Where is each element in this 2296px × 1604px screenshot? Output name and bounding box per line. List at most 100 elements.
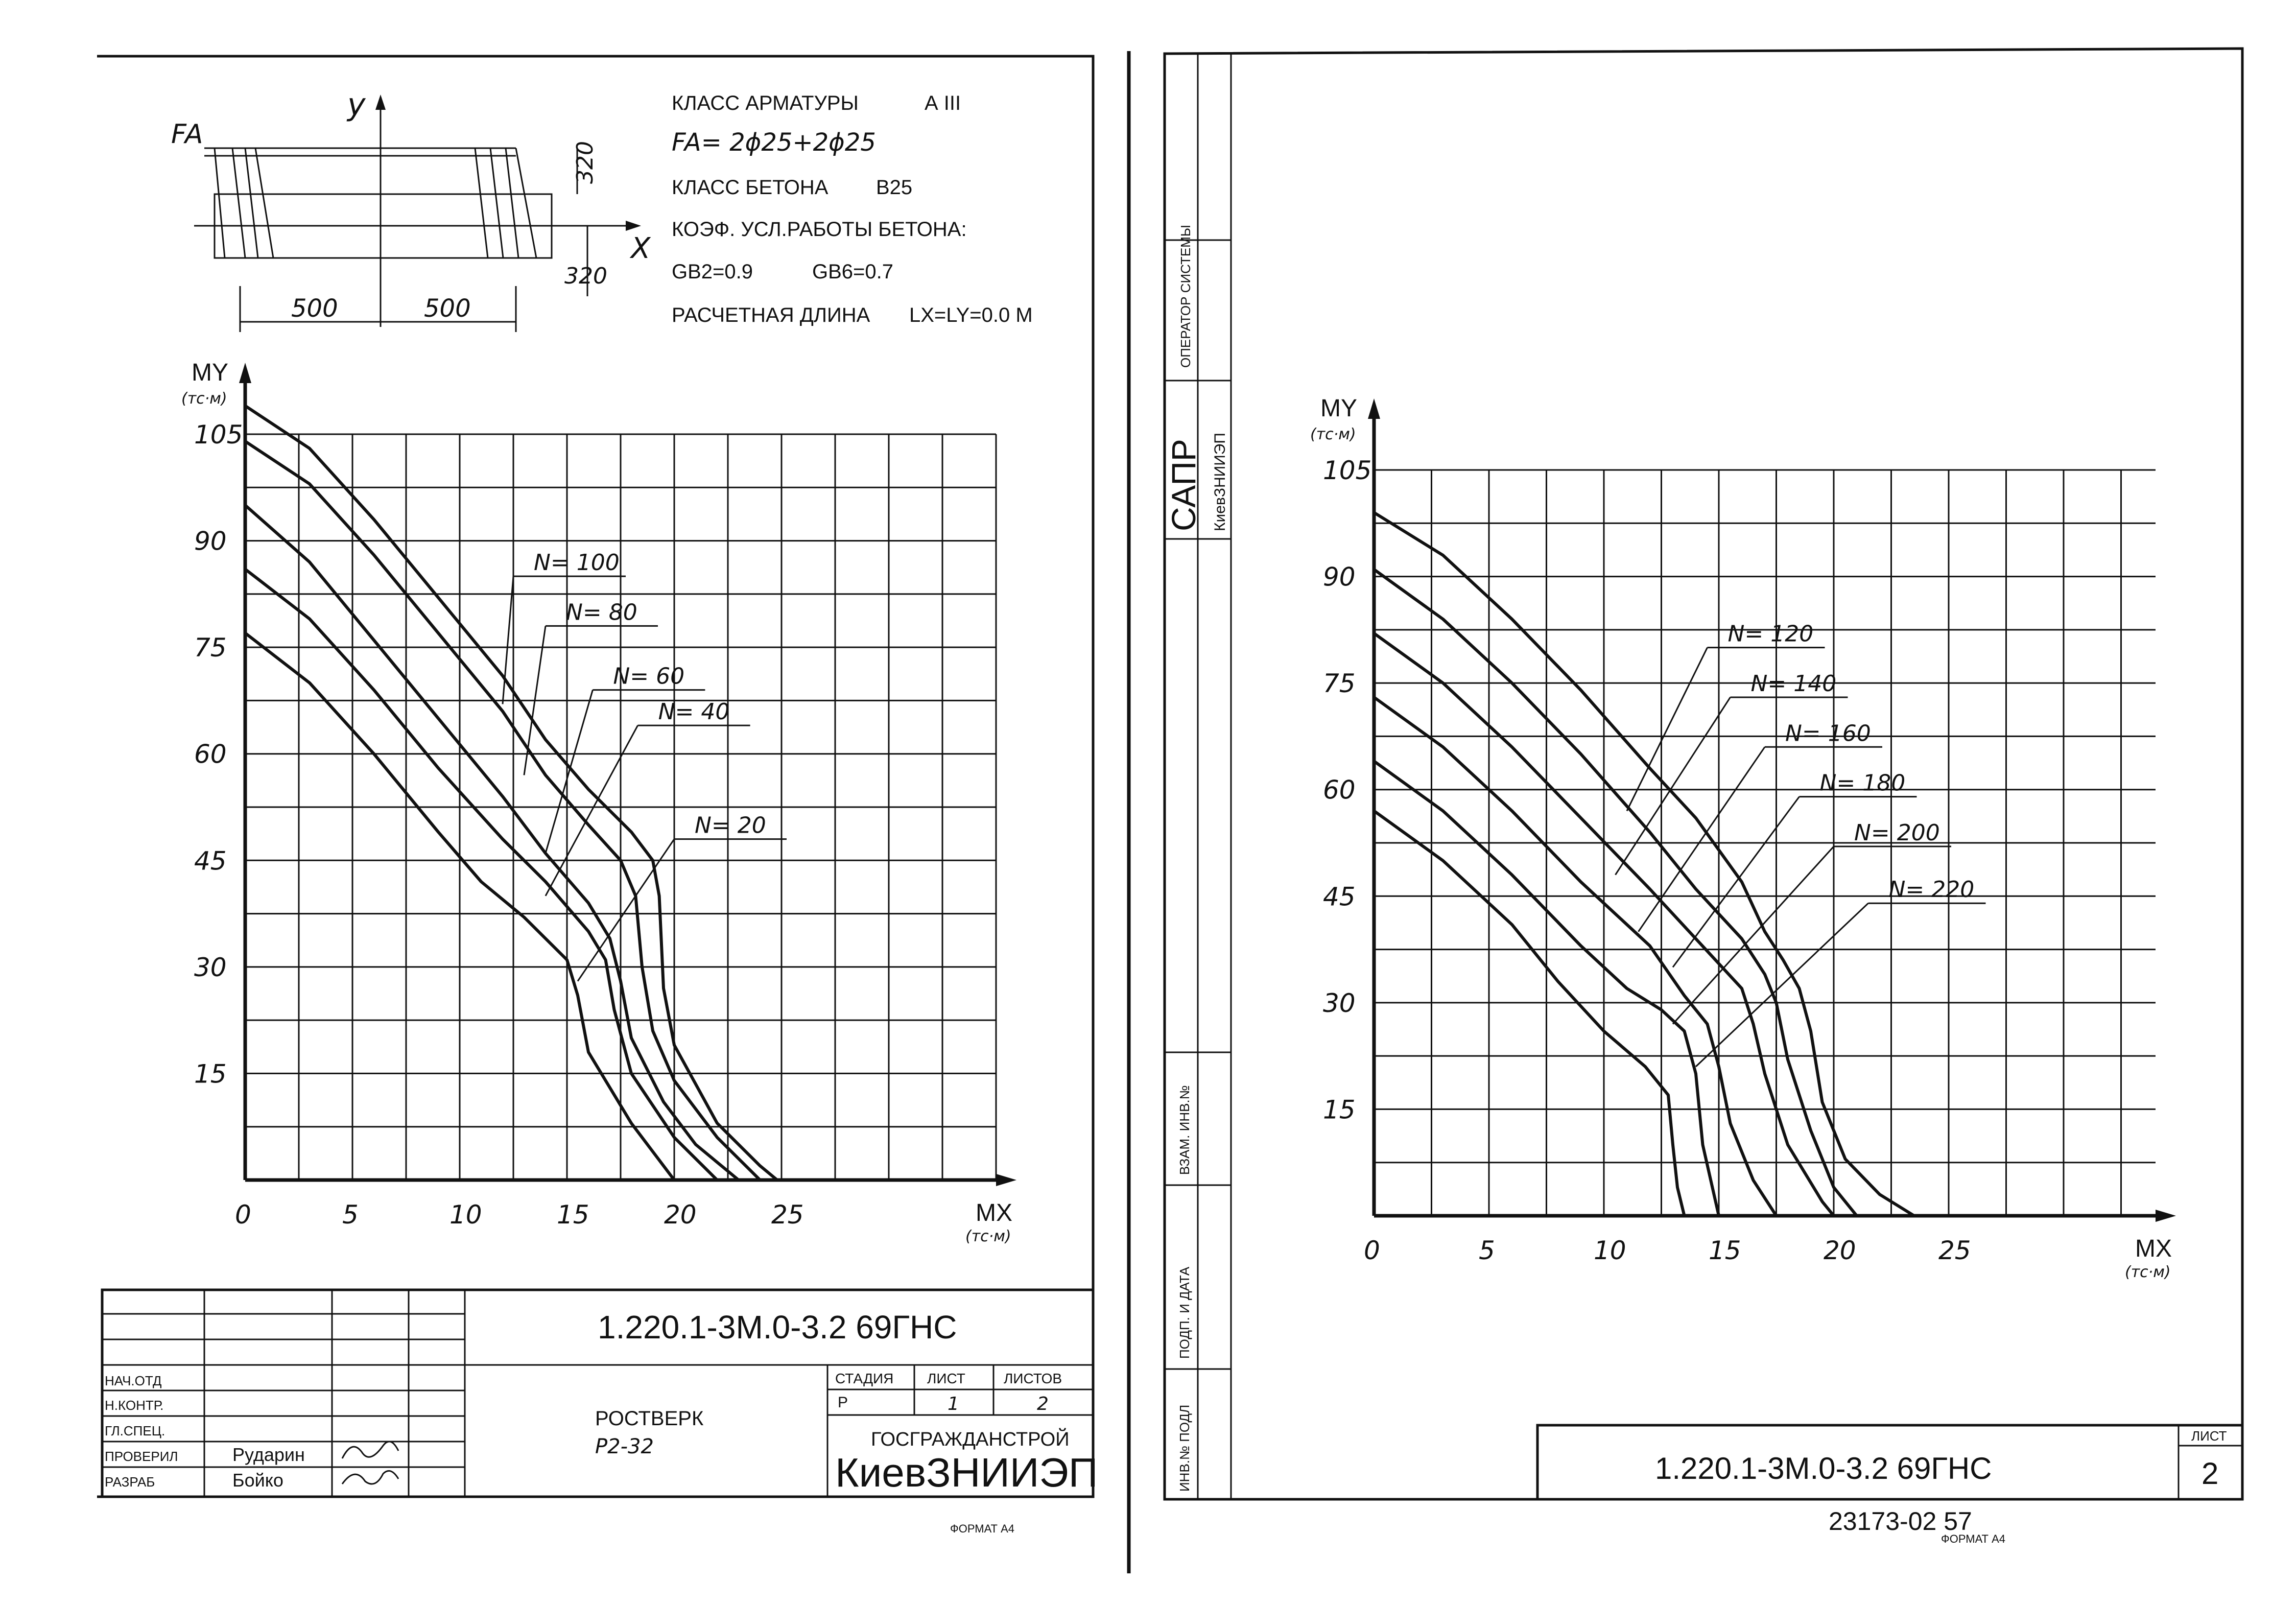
left-sheet: y X FA 320 320 500 500 КЛАСС АРМАТУРЫ А …	[97, 51, 1131, 1573]
series-line	[1373, 568, 1858, 1217]
x-tick-label: 5	[342, 1200, 359, 1230]
coef-label: КОЭФ. УСЛ.РАБОТЫ БЕТОНА:	[672, 218, 967, 241]
element-mark: Р2-32	[595, 1435, 654, 1458]
dim-left: 500	[291, 294, 338, 323]
x-tick-label: 20	[1824, 1236, 1856, 1265]
x-tick-label: 0	[235, 1200, 251, 1230]
y-tick-label: 60	[1323, 775, 1356, 805]
vzam-label: ВЗАМ. ИНВ.№	[1177, 1085, 1192, 1175]
series-label: N= 60	[613, 664, 684, 690]
x-axis-arrow	[2156, 1210, 2176, 1222]
chart-grid	[244, 433, 997, 1181]
y-axis-label: y	[346, 87, 366, 123]
rebar-class-label: КЛАСС АРМАТУРЫ	[672, 92, 859, 114]
series-leader-line	[1672, 845, 1835, 1025]
x-axis-unit: (тс·м)	[965, 1228, 1011, 1245]
series-leader-line	[502, 576, 514, 704]
y-tick-label: 90	[194, 527, 227, 556]
gb6-value: GB6=0.7	[812, 261, 893, 283]
series-line	[244, 568, 719, 1182]
role-3: ПРОВЕРИЛ	[105, 1449, 178, 1464]
right-sheet-label: ЛИСТ	[2191, 1428, 2227, 1444]
y-tick-label: 75	[1323, 669, 1356, 698]
series-label: N= 140	[1751, 671, 1837, 697]
role-4: РАЗРАБ	[105, 1474, 155, 1490]
dim-right: 500	[424, 294, 471, 323]
x-axis-title: MX	[976, 1199, 1012, 1226]
series-line	[244, 440, 762, 1182]
y-axis-arrow	[1368, 398, 1380, 419]
y-axis-arrow	[239, 363, 251, 383]
series-line	[1373, 760, 1720, 1216]
x-tick-label: 25	[771, 1200, 804, 1230]
role-0: НАЧ.ОТД	[105, 1373, 162, 1388]
sheet-label: ЛИСТ	[927, 1371, 965, 1386]
series-line	[244, 631, 676, 1181]
series-leader-line	[1672, 796, 1800, 968]
signature-developer	[341, 1470, 399, 1485]
sheets-value: 2	[1037, 1394, 1049, 1414]
org-main: КиевЗНИИЭП	[835, 1450, 1098, 1495]
name-developer: Бойко	[232, 1470, 283, 1491]
length-label: РАСЧЕТНАЯ ДЛИНА	[672, 304, 870, 326]
right-sheet-value: 2	[2202, 1456, 2218, 1491]
y-tick-label: 15	[1323, 1095, 1356, 1124]
x-tick-label: 20	[664, 1200, 697, 1230]
series-label: N= 100	[534, 550, 620, 576]
sapr-org-label: КиевЗНИИЭП	[1212, 433, 1228, 531]
y-tick-label: 75	[194, 633, 227, 663]
right-title-block: 1.220.1-3М.0-3.2 69ГНС ЛИСТ 2 23173-02 5…	[1536, 1424, 2244, 1545]
dim-offset: 320	[564, 263, 607, 289]
y-tick-label: 30	[1323, 988, 1356, 1018]
concrete-class-label: КЛАСС БЕТОНА	[672, 176, 829, 199]
series-label: N= 20	[695, 813, 766, 839]
gb2-value: GB2=0.9	[672, 261, 753, 283]
sheets-label: ЛИСТОВ	[1004, 1371, 1062, 1386]
sapr-label: САПР	[1165, 439, 1202, 531]
series-label: N= 80	[566, 599, 637, 625]
inv-podl-label: ИНВ.№ ПОДЛ	[1177, 1405, 1192, 1492]
y-axis-unit: (тс·м)	[1310, 426, 1356, 443]
y-axis-title: MY	[1320, 395, 1357, 422]
role-2: ГЛ.СПЕЦ.	[105, 1423, 165, 1438]
x-tick-label: 15	[557, 1200, 589, 1230]
series-leader-line	[1626, 647, 1708, 812]
length-value: LX=LY=0.0 М	[909, 304, 1033, 326]
interaction-chart-right: MY(тс·м)MX(тс·м)0 5 10 15 20 2515304560759010…	[1310, 395, 2176, 1281]
signature-checker	[341, 1441, 399, 1459]
cross-section-sketch: y X FA 320 320 500 500	[171, 87, 651, 332]
x-tick-label: 10	[449, 1200, 482, 1230]
right-sheet: ОПЕРАТОР СИСТЕМЫ САПР КиевЗНИИЭП ВЗАМ. И…	[1163, 47, 2244, 1545]
right-sidebar: ОПЕРАТОР СИСТЕМЫ САПР КиевЗНИИЭП ВЗАМ. И…	[1165, 54, 1232, 1499]
y-axis-title: MY	[192, 359, 228, 386]
x-tick-label: 15	[1709, 1236, 1741, 1265]
rebar-class-value: А III	[925, 92, 961, 114]
stage-label: СТАДИЯ	[835, 1371, 893, 1386]
series-leader-line	[545, 690, 594, 854]
spec-notes: КЛАСС АРМАТУРЫ А III FA= 2ϕ25+2ϕ25 КЛАСС…	[672, 92, 1033, 326]
y-tick-label: 105	[194, 420, 243, 450]
element-name: РОСТВЕРК	[595, 1407, 704, 1430]
podp-data-label: ПОДП. И ДАТА	[1177, 1266, 1192, 1359]
series-leader-line	[523, 626, 547, 775]
x-tick-label: 25	[1938, 1236, 1971, 1265]
y-tick-label: 105	[1323, 456, 1371, 485]
y-axis-unit: (тс·м)	[181, 390, 227, 408]
dim-height: 320	[572, 141, 598, 184]
y-tick-label: 45	[1323, 882, 1356, 911]
right-format: ФОРМАТ А4	[1941, 1532, 2005, 1545]
fa-value: FA= 2ϕ25+2ϕ25	[672, 128, 876, 157]
series-leader-line	[545, 725, 638, 897]
name-checker: Рударин	[232, 1444, 305, 1465]
series-leader-line	[1695, 903, 1869, 1068]
right-drawing-code: 1.220.1-3М.0-3.2 69ГНС	[1655, 1451, 1992, 1485]
role-1: Н.КОНТР.	[105, 1398, 163, 1413]
left-drawing-code: 1.220.1-3М.0-3.2 69ГНС	[598, 1309, 957, 1346]
series-line	[1373, 809, 1686, 1216]
interaction-chart-left: MY (тс·м) MX (тс·м) 0 5 10 15 20 25 15 30 45 60 75 90 10…	[181, 359, 1016, 1245]
sheet-value: 1	[948, 1394, 959, 1414]
y-tick-label: 90	[1323, 562, 1356, 592]
concrete-class-value: В25	[876, 176, 912, 199]
series-line	[1373, 632, 1835, 1217]
